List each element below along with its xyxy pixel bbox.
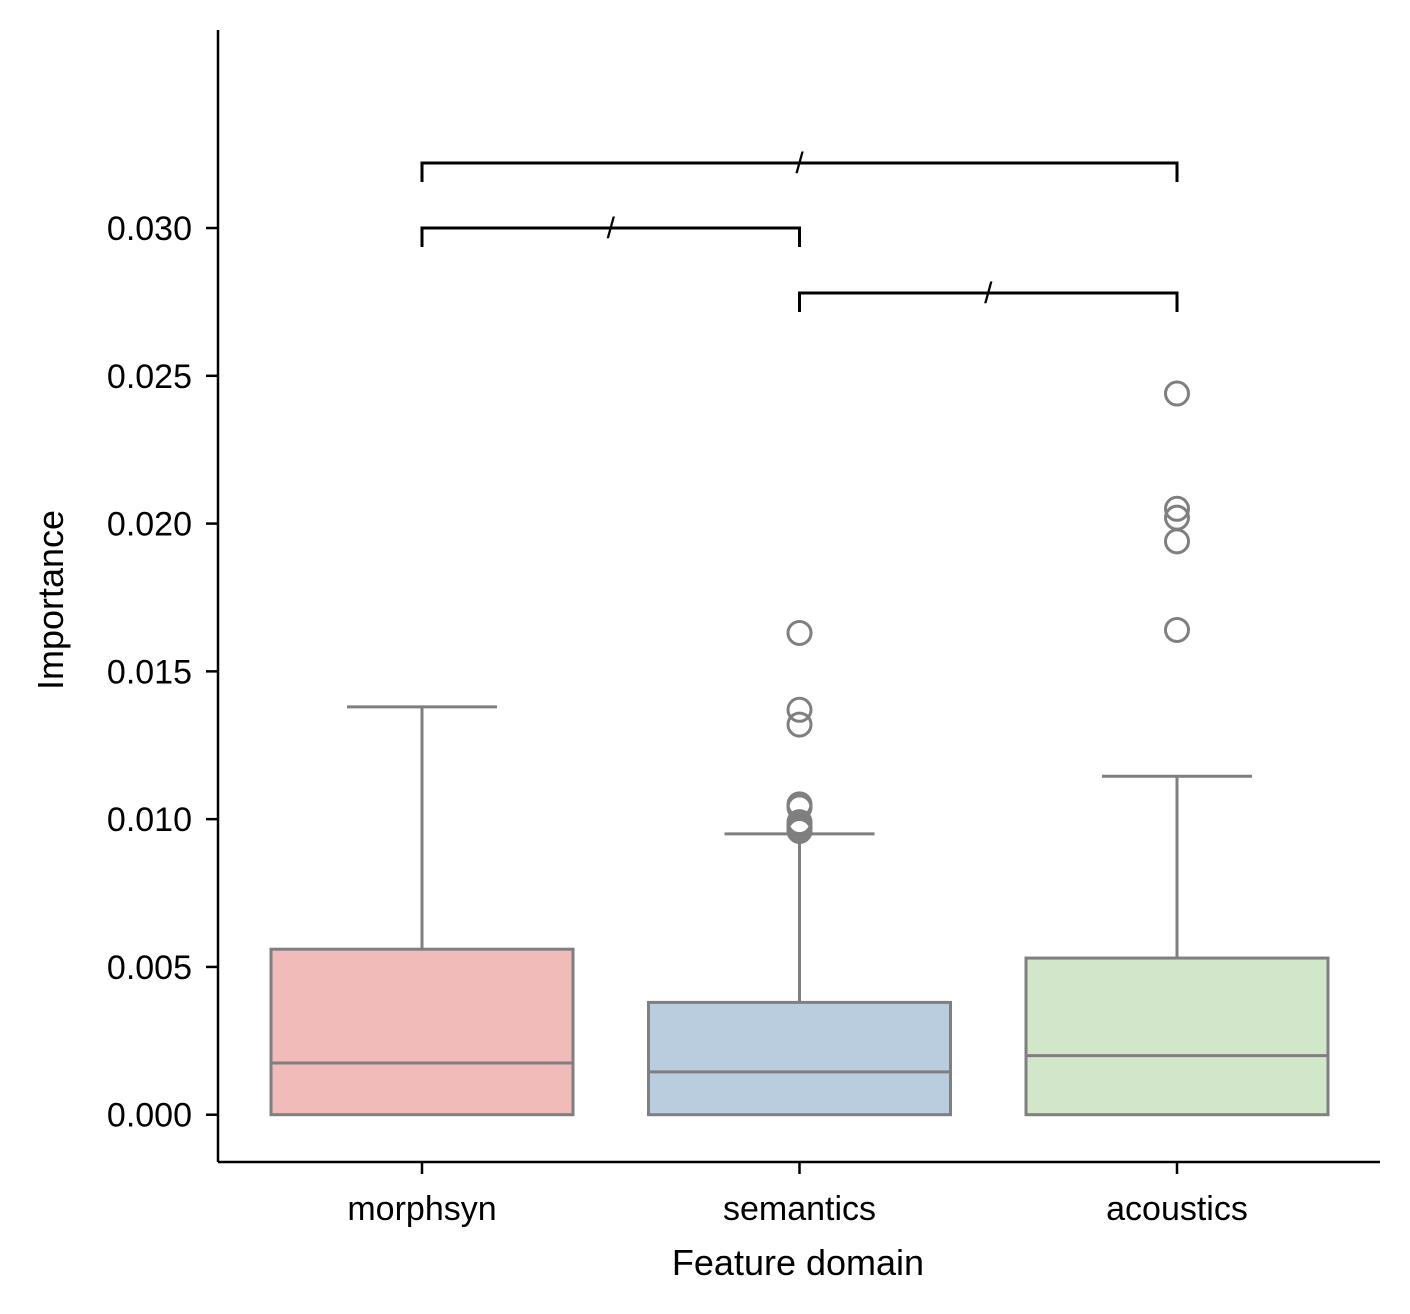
outlier-point — [1164, 380, 1190, 407]
box-body — [647, 1000, 952, 1117]
significance-label: / — [984, 277, 993, 310]
outlier-point — [786, 696, 813, 723]
plot-area: / / / — [269, 147, 1330, 1117]
bracket-line — [798, 291, 1179, 313]
y-tick-label: 0.015 — [107, 653, 192, 691]
outlier-point — [1164, 616, 1190, 643]
bracket-line — [420, 161, 1179, 183]
significance-bracket: / — [420, 147, 1179, 183]
significance-label: / — [607, 212, 616, 245]
y-axis: 0.000 0.005 0.010 0.015 0.020 0.025 0.030 — [107, 30, 220, 1162]
y-tick-label: 0.025 — [107, 358, 192, 396]
y-tick-label: 0.020 — [107, 506, 192, 544]
outlier-point — [786, 817, 813, 844]
outlier-point — [786, 619, 813, 646]
box-semantics — [647, 619, 952, 1117]
y-tick-label: 0.000 — [107, 1097, 192, 1135]
x-tick-label: semantics — [723, 1190, 876, 1228]
box-body — [269, 947, 575, 1117]
outlier-point — [1164, 528, 1190, 555]
y-axis-title: Importance — [30, 510, 71, 690]
outlier-point — [786, 711, 813, 738]
box-acoustics — [1024, 380, 1330, 1117]
y-tick-label: 0.030 — [107, 210, 192, 248]
x-tick-label: acoustics — [1106, 1190, 1248, 1228]
bracket-line — [420, 226, 801, 248]
x-tick-label: morphsyn — [347, 1190, 496, 1228]
outlier-point — [1164, 495, 1190, 522]
box-body — [1024, 956, 1330, 1117]
x-axis: morphsyn semantics acoustics — [218, 1160, 1380, 1228]
box-morphsyn — [269, 705, 575, 1117]
significance-label: / — [795, 147, 804, 180]
significance-bracket: / — [798, 277, 1179, 313]
y-tick-label: 0.010 — [107, 801, 192, 839]
significance-bracket: / — [420, 212, 801, 248]
y-tick-label: 0.005 — [107, 949, 192, 987]
x-axis-title: Feature domain — [672, 1242, 924, 1283]
